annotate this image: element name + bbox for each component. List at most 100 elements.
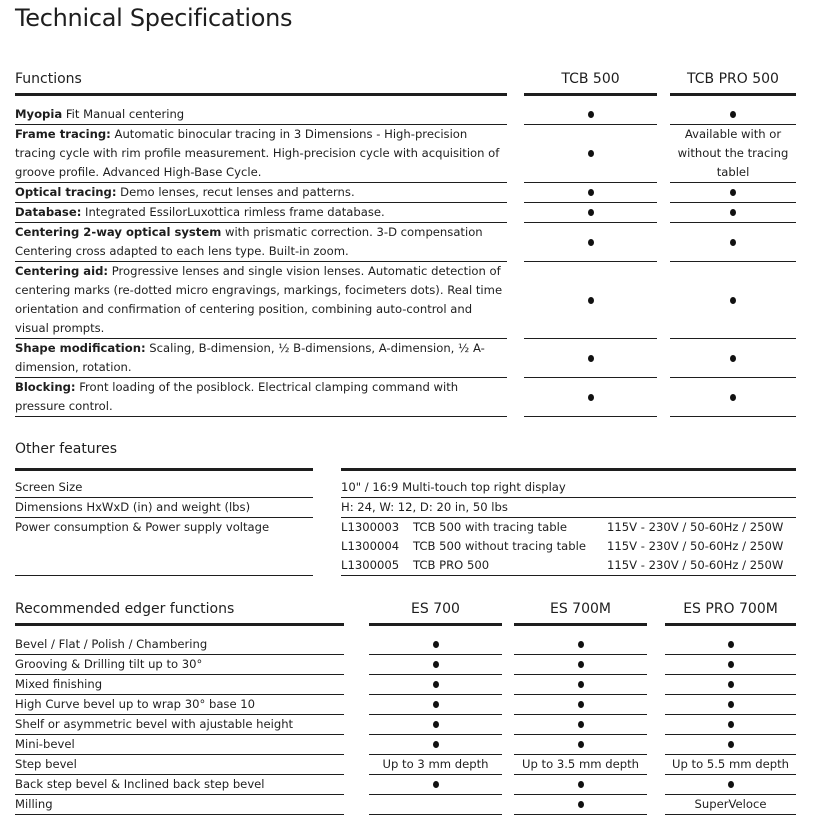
bullet-cell — [524, 105, 657, 125]
edger-function-label: High Curve bevel up to wrap 30° base 10 — [15, 695, 344, 715]
bullet-cell — [670, 262, 796, 339]
bullet-cell — [369, 655, 502, 675]
column-es-pro-700m: ES PRO 700M — [683, 601, 778, 617]
power-model: TCB 500 with tracing table — [413, 520, 568, 534]
bullet-cell — [514, 775, 647, 795]
bullet-cell — [369, 735, 502, 755]
bullet-icon — [577, 741, 584, 748]
bullet-cell — [514, 715, 647, 735]
function-row: Optical tracing: Demo lenses, recut lens… — [15, 183, 796, 203]
column-tcb-pro-500: TCB PRO 500 — [687, 71, 779, 87]
power-code: L1300003 — [341, 520, 400, 534]
edger-function-label: Milling — [15, 795, 344, 815]
function-row: Database: Integrated EssilorLuxottica ri… — [15, 203, 796, 223]
edger-header: Recommended edger functions — [15, 601, 235, 617]
other-features-table: Other features Screen Size 10" / 16:9 Mu… — [15, 432, 796, 576]
value-cell: Up to 3.5 mm depth — [514, 755, 647, 775]
function-name: Shape modification: — [15, 341, 146, 355]
bullet-icon — [727, 641, 734, 648]
bullet-cell — [369, 715, 502, 735]
bullet-cell — [524, 125, 657, 183]
bullet-icon — [432, 641, 439, 648]
function-text: Integrated EssilorLuxottica rimless fram… — [81, 205, 385, 219]
spec-row-dimensions: Dimensions HxWxD (in) and weight (lbs) H… — [15, 498, 796, 518]
bullet-icon — [730, 209, 736, 216]
bullet-icon — [577, 781, 584, 788]
bullet-icon — [727, 681, 734, 688]
bullet-cell — [369, 695, 502, 715]
edger-table: Recommended edger functions ES 700 ES 70… — [15, 592, 796, 815]
bullet-icon — [432, 701, 439, 708]
other-features-header: Other features — [15, 441, 118, 457]
bullet-icon — [587, 209, 594, 216]
spec-row-screen: Screen Size 10" / 16:9 Multi-touch top r… — [15, 478, 796, 498]
edger-row: Mini-bevel — [15, 735, 796, 755]
function-name: Myopia — [15, 107, 63, 121]
bullet-cell — [514, 635, 647, 655]
bullet-cell — [670, 339, 796, 378]
bullet-cell — [665, 775, 796, 795]
bullet-icon — [577, 801, 584, 808]
value-cell: Available with or without the tracing ta… — [670, 125, 796, 183]
value-cell — [369, 795, 502, 815]
function-text: Automatic binocular tracing in 3 Dimensi… — [15, 127, 500, 179]
bullet-icon — [587, 238, 594, 246]
bullet-cell — [369, 675, 502, 695]
function-name: Database: — [15, 205, 82, 219]
bullet-cell — [524, 183, 657, 203]
edger-row: Shelf or asymmetric bevel with ajustable… — [15, 715, 796, 735]
bullet-cell — [665, 715, 796, 735]
bullet-icon — [587, 296, 594, 304]
function-name: Centering aid: — [15, 264, 109, 278]
bullet-icon — [577, 661, 584, 668]
bullet-cell — [514, 735, 647, 755]
spec-value: H: 24, W: 12, D: 20 in, 50 lbs — [341, 498, 796, 518]
function-row: Centering 2-way optical system with pris… — [15, 223, 796, 262]
bullet-cell — [514, 675, 647, 695]
bullet-icon — [730, 238, 736, 246]
spec-label: Power consumption & Power supply voltage — [15, 518, 313, 576]
bullet-cell — [369, 775, 502, 795]
function-row: Blocking: Front loading of the posiblock… — [15, 378, 796, 417]
edger-function-label: Shelf or asymmetric bevel with ajustable… — [15, 715, 344, 735]
bullet-icon — [577, 701, 584, 708]
power-spec: 115V - 230V / 50-60Hz / 250W — [607, 539, 784, 553]
bullet-cell — [524, 203, 657, 223]
function-text: Progressive lenses and single vision len… — [15, 264, 503, 335]
function-description: Optical tracing: Demo lenses, recut lens… — [15, 183, 507, 203]
bullet-cell — [665, 655, 796, 675]
power-code: L1300004 — [341, 539, 400, 553]
bullet-icon — [432, 661, 439, 668]
power-model: TCB 500 without tracing table — [413, 539, 586, 553]
function-text: Fit Manual centering — [62, 107, 185, 121]
edger-function-label: Grooving & Drilling tilt up to 30° — [15, 655, 344, 675]
bullet-cell — [524, 339, 657, 378]
bullet-cell — [514, 695, 647, 715]
function-description: Centering 2-way optical system with pris… — [15, 223, 507, 262]
edger-function-label: Mini-bevel — [15, 735, 344, 755]
edger-row: Step bevel Up to 3 mm depth Up to 3.5 mm d… — [15, 755, 796, 775]
edger-row: Bevel / Flat / Polish / Chambering — [15, 635, 796, 655]
column-es-700m: ES 700M — [550, 601, 611, 617]
bullet-cell — [670, 223, 796, 262]
bullet-cell — [665, 695, 796, 715]
bullet-cell — [670, 183, 796, 203]
bullet-icon — [730, 111, 736, 118]
function-description: Shape modification: Scaling, B-dimension… — [15, 339, 507, 378]
function-row: Shape modification: Scaling, B-dimension… — [15, 339, 796, 378]
bullet-icon — [727, 701, 734, 708]
bullet-icon — [577, 681, 584, 688]
power-item: L1300005 TCB PRO 500 115V - 230V / 50-60Hz… — [341, 556, 796, 575]
edger-function-label: Back step bevel & Inclined back step bev… — [15, 775, 344, 795]
bullet-icon — [727, 721, 734, 728]
power-spec: 115V - 230V / 50-60Hz / 250W — [607, 558, 784, 572]
function-row: Centering aid: Progressive lenses and si… — [15, 262, 796, 339]
edger-row: Mixed finishing — [15, 675, 796, 695]
function-description: Database: Integrated EssilorLuxottica ri… — [15, 203, 507, 223]
bullet-icon — [727, 741, 734, 748]
spec-label: Screen Size — [15, 478, 313, 498]
bullet-icon — [432, 781, 439, 788]
page-title: Technical Specifications — [15, 4, 293, 32]
bullet-icon — [730, 296, 736, 304]
power-item: L1300003 TCB 500 with tracing table 115V -… — [341, 518, 796, 537]
